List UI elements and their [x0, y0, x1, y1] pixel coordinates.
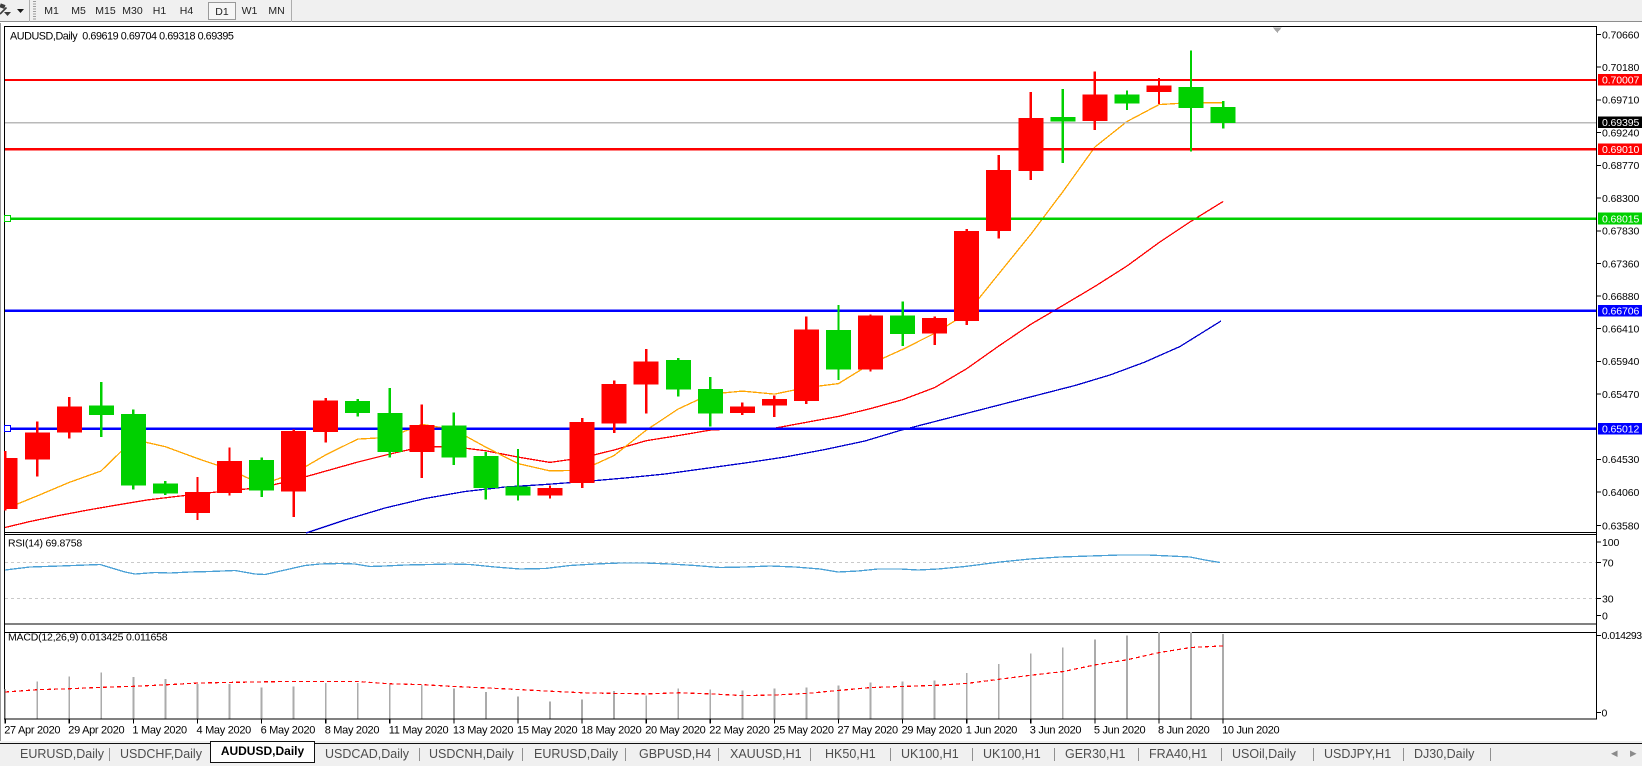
svg-text:1 Jun 2020: 1 Jun 2020 — [966, 725, 1018, 737]
svg-text:5 Jun 2020: 5 Jun 2020 — [1094, 725, 1146, 737]
svg-text:0.65012: 0.65012 — [1602, 424, 1640, 436]
svg-text:0: 0 — [1602, 610, 1608, 622]
svg-text:0.70007: 0.70007 — [1602, 75, 1640, 87]
svg-text:0.68015: 0.68015 — [1602, 213, 1640, 225]
svg-text:0.69240: 0.69240 — [1602, 127, 1640, 139]
svg-text:0.65470: 0.65470 — [1602, 389, 1640, 401]
svg-text:20 May 2020: 20 May 2020 — [645, 725, 705, 737]
svg-text:AUDUSD,Daily 0.69619 0.69704: AUDUSD,Daily 0.69619 0.69704 0.69318 0.6… — [10, 31, 234, 43]
svg-text:18 May 2020: 18 May 2020 — [581, 725, 641, 737]
svg-text:0.66410: 0.66410 — [1602, 324, 1640, 336]
svg-text:0.67830: 0.67830 — [1602, 226, 1640, 238]
svg-text:13 May 2020: 13 May 2020 — [453, 725, 513, 737]
svg-text:0.64530: 0.64530 — [1602, 454, 1640, 466]
svg-text:0.63580: 0.63580 — [1602, 520, 1640, 532]
svg-text:0: 0 — [1602, 707, 1608, 719]
svg-text:0.68770: 0.68770 — [1602, 160, 1640, 172]
svg-text:0.67360: 0.67360 — [1602, 258, 1640, 270]
svg-text:0.014293: 0.014293 — [1602, 630, 1642, 642]
svg-text:3 Jun 2020: 3 Jun 2020 — [1030, 725, 1082, 737]
svg-text:8 Jun 2020: 8 Jun 2020 — [1158, 725, 1210, 737]
svg-text:0.69010: 0.69010 — [1602, 144, 1640, 156]
svg-text:0.69395: 0.69395 — [1602, 117, 1640, 129]
svg-text:8 May 2020: 8 May 2020 — [325, 725, 380, 737]
svg-text:1 May 2020: 1 May 2020 — [132, 725, 187, 737]
svg-text:0.69710: 0.69710 — [1602, 95, 1640, 107]
svg-text:0.65940: 0.65940 — [1602, 356, 1640, 368]
svg-text:MACD(12,26,9) 0.013425 0.01165: MACD(12,26,9) 0.013425 0.011658 — [8, 632, 168, 644]
svg-text:0.66880: 0.66880 — [1602, 291, 1640, 303]
svg-text:22 May 2020: 22 May 2020 — [709, 725, 769, 737]
svg-text:RSI(14) 69.8758: RSI(14) 69.8758 — [8, 538, 82, 550]
svg-text:10 Jun 2020: 10 Jun 2020 — [1222, 725, 1279, 737]
svg-text:70: 70 — [1602, 557, 1614, 569]
svg-text:0.70180: 0.70180 — [1602, 62, 1640, 74]
svg-text:0.66706: 0.66706 — [1602, 306, 1640, 318]
svg-text:15 May 2020: 15 May 2020 — [517, 725, 577, 737]
svg-text:27 Apr 2020: 27 Apr 2020 — [4, 725, 60, 737]
svg-text:30: 30 — [1602, 593, 1614, 605]
svg-text:0.70660: 0.70660 — [1602, 29, 1640, 41]
svg-text:29 Apr 2020: 29 Apr 2020 — [68, 725, 124, 737]
svg-text:0.64060: 0.64060 — [1602, 487, 1640, 499]
svg-text:6 May 2020: 6 May 2020 — [261, 725, 316, 737]
svg-text:25 May 2020: 25 May 2020 — [773, 725, 833, 737]
svg-text:11 May 2020: 11 May 2020 — [389, 725, 449, 737]
svg-text:100: 100 — [1602, 537, 1619, 549]
svg-text:4 May 2020: 4 May 2020 — [197, 725, 252, 737]
svg-text:0.68300: 0.68300 — [1602, 193, 1640, 205]
svg-text:29 May 2020: 29 May 2020 — [902, 725, 962, 737]
svg-text:27 May 2020: 27 May 2020 — [838, 725, 898, 737]
